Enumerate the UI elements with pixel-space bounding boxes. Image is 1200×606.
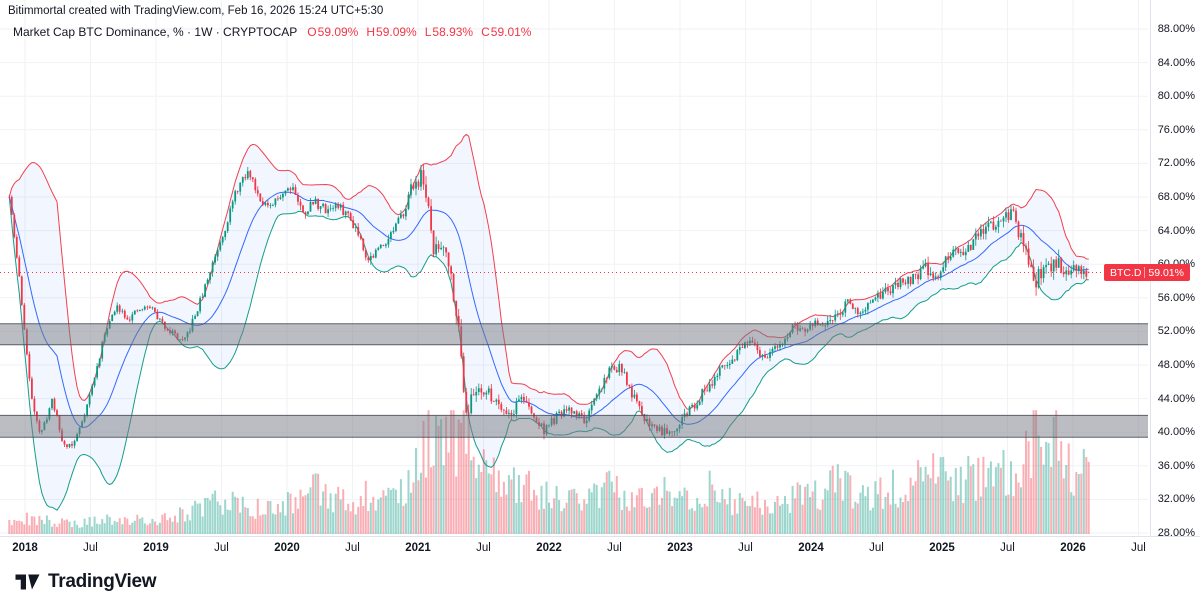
tradingview-logo-icon — [15, 574, 40, 590]
open-value: O59.09% — [307, 25, 358, 39]
low-label: L — [424, 25, 432, 39]
time-tick-label: 2020 — [274, 542, 300, 554]
ohlc-values: O59.09% H59.09% L58.93% C59.01% — [307, 25, 531, 39]
price-tick-label: 32.00% — [1157, 493, 1195, 506]
chart-legend: Market Cap BTC Dominance, % · 1W · CRYPT… — [13, 25, 531, 39]
price-tick-label: 68.00% — [1157, 191, 1195, 203]
price-tick-label: 36.00% — [1157, 459, 1195, 472]
high-label: H — [366, 25, 376, 39]
bollinger-fill — [9, 134, 1089, 511]
price-tick-label: 64.00% — [1157, 224, 1195, 237]
price-tick-label: 40.00% — [1157, 426, 1195, 439]
gridlines — [0, 0, 1148, 536]
time-tick-label: 2018 — [12, 542, 38, 554]
price-tick-label: 84.00% — [1157, 56, 1195, 69]
candlestick-chart-canvas[interactable] — [0, 0, 1200, 536]
time-tick-label: Jul — [738, 542, 753, 554]
price-tick-label: 44.00% — [1157, 392, 1195, 405]
volume-bars — [8, 410, 1090, 534]
open-label: O — [307, 25, 317, 39]
price-tick-label: 48.00% — [1157, 359, 1195, 371]
last-price-label: BTC.D 59.01% — [1104, 264, 1190, 282]
price-tick-label: 80.00% — [1157, 90, 1195, 103]
time-tick-label: 2023 — [667, 542, 693, 554]
low-number: 58.93% — [432, 25, 474, 39]
supply-demand-zones — [0, 323, 1148, 438]
badge-divider — [1144, 267, 1146, 279]
price-tick-label: 56.00% — [1157, 291, 1195, 304]
time-tick-label: 2021 — [405, 542, 431, 554]
time-tick-label: 2025 — [929, 542, 955, 554]
close-number: 59.01% — [490, 25, 532, 39]
symbol-title[interactable]: Market Cap BTC Dominance, % · 1W · CRYPT… — [13, 25, 298, 39]
open-number: 59.09% — [317, 25, 359, 39]
time-tick-label: Jul — [607, 542, 622, 554]
time-tick-label: 2026 — [1060, 542, 1086, 554]
price-tick-label: 72.00% — [1157, 157, 1195, 170]
price-tick-label: 52.00% — [1157, 325, 1195, 338]
time-tick-label: 2024 — [798, 542, 824, 554]
time-tick-label: Jul — [869, 542, 884, 554]
symbol-ticker: BTC.D — [1110, 266, 1142, 279]
time-tick-label: Jul — [1131, 542, 1146, 554]
time-axis[interactable]: 2018 Jul 2019 Jul 2020 Jul 2021 Jul 2022 Jul 2023 J… — [0, 536, 1200, 559]
high-number: 59.09% — [376, 25, 417, 39]
close-label: C — [481, 25, 490, 39]
time-tick-label: Jul — [345, 542, 360, 554]
close-value: C59.01% — [481, 25, 531, 39]
footer: TradingView — [0, 558, 1200, 606]
attribution-text: Bitimmortal created with TradingView.com… — [8, 5, 384, 17]
time-tick-label: Jul — [214, 542, 229, 554]
high-value: H59.09% — [366, 25, 416, 39]
time-tick-label: Jul — [83, 542, 98, 554]
tradingview-wordmark: TradingView — [48, 571, 157, 592]
time-tick-label: 2022 — [536, 542, 562, 554]
price-tick-label: 88.00% — [1157, 23, 1195, 35]
tradingview-logo-link[interactable]: TradingView — [14, 571, 157, 593]
time-tick-label: Jul — [1000, 542, 1015, 554]
time-tick-label: 2019 — [143, 542, 169, 554]
last-price-value: 59.01% — [1148, 266, 1184, 279]
low-value: L58.93% — [425, 25, 473, 39]
price-tick-label: 76.00% — [1157, 123, 1195, 136]
time-tick-label: Jul — [476, 542, 491, 554]
